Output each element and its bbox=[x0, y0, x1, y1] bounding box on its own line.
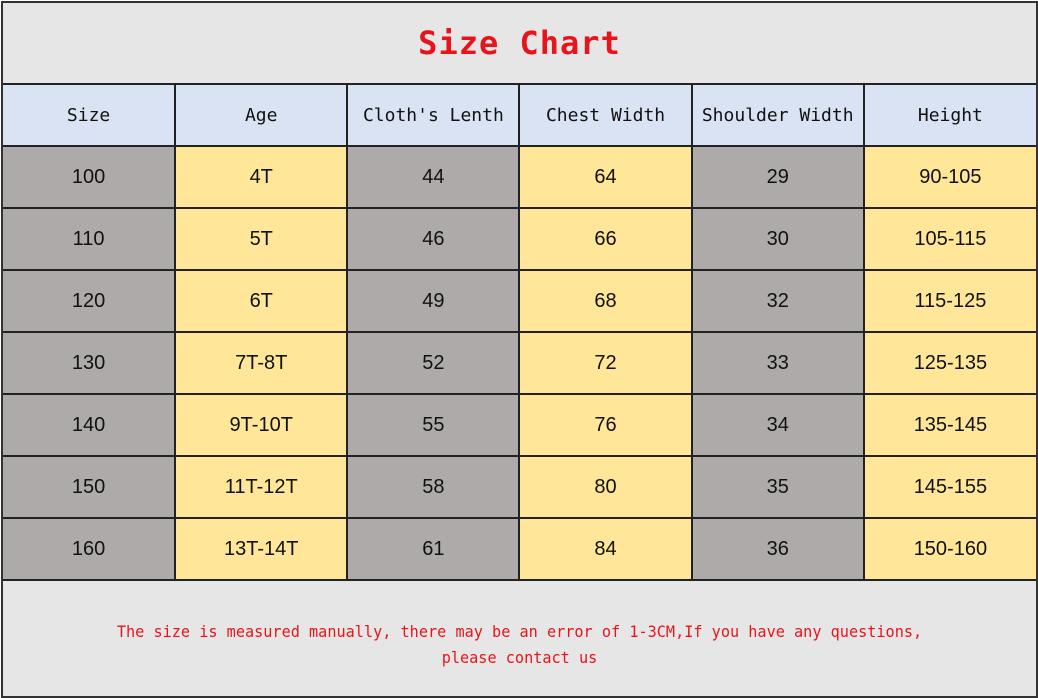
table-cell: 35 bbox=[690, 455, 865, 519]
measurement-note: The size is measured manually, there may… bbox=[29, 593, 1010, 696]
table-cell: 7T-8T bbox=[174, 331, 349, 395]
size-table: Size Age Cloth's Lenth Chest Width Shoulder … bbox=[3, 83, 1036, 581]
table-cell: 72 bbox=[518, 331, 693, 395]
table-cell: 140 bbox=[3, 393, 177, 457]
chart-title: Size Chart bbox=[418, 24, 621, 62]
column-header: Size bbox=[3, 83, 177, 147]
table-cell: 6T bbox=[174, 269, 349, 333]
table-cell: 76 bbox=[518, 393, 693, 457]
table-cell: 135-145 bbox=[862, 393, 1036, 457]
table-cell: 9T-10T bbox=[174, 393, 349, 457]
table-cell: 150 bbox=[3, 455, 177, 519]
column-header: Height bbox=[862, 83, 1036, 147]
table-row: 150 11T-12T 58 80 35 145-155 bbox=[3, 455, 1036, 519]
table-cell: 84 bbox=[518, 517, 693, 581]
table-cell: 105-115 bbox=[862, 207, 1036, 271]
column-header: Shoulder Width bbox=[690, 83, 865, 147]
column-header: Age bbox=[174, 83, 349, 147]
table-cell: 11T-12T bbox=[174, 455, 349, 519]
table-cell: 4T bbox=[174, 145, 349, 209]
table-cell: 34 bbox=[690, 393, 865, 457]
table-cell: 61 bbox=[346, 517, 521, 581]
table-cell: 68 bbox=[518, 269, 693, 333]
table-row: 110 5T 46 66 30 105-115 bbox=[3, 207, 1036, 271]
note-line: The size is measured manually, there may… bbox=[116, 621, 923, 641]
table-cell: 33 bbox=[690, 331, 865, 395]
table-cell: 150-160 bbox=[862, 517, 1036, 581]
table-row: 130 7T-8T 52 72 33 125-135 bbox=[3, 331, 1036, 395]
table-cell: 66 bbox=[518, 207, 693, 271]
column-header: Cloth's Lenth bbox=[346, 83, 521, 147]
table-row: 100 4T 44 64 29 90-105 bbox=[3, 145, 1036, 209]
table-cell: 55 bbox=[346, 393, 521, 457]
table-cell: 130 bbox=[3, 331, 177, 395]
table-cell: 13T-14T bbox=[174, 517, 349, 581]
table-cell: 32 bbox=[690, 269, 865, 333]
table-cell: 115-125 bbox=[862, 269, 1036, 333]
table-cell: 5T bbox=[174, 207, 349, 271]
table-cell: 145-155 bbox=[862, 455, 1036, 519]
header-row: Size Age Cloth's Lenth Chest Width Shoulder … bbox=[3, 83, 1036, 147]
table-cell: 44 bbox=[346, 145, 521, 209]
table-cell: 58 bbox=[346, 455, 521, 519]
table-cell: 36 bbox=[690, 517, 865, 581]
table-cell: 80 bbox=[518, 455, 693, 519]
table-cell: 120 bbox=[3, 269, 177, 333]
table-cell: 160 bbox=[3, 517, 177, 581]
table-row: 120 6T 49 68 32 115-125 bbox=[3, 269, 1036, 333]
table-row: 140 9T-10T 55 76 34 135-145 bbox=[3, 393, 1036, 457]
table-cell: 29 bbox=[690, 145, 865, 209]
column-header: Chest Width bbox=[518, 83, 693, 147]
table-cell: 100 bbox=[3, 145, 177, 209]
table-cell: 49 bbox=[346, 269, 521, 333]
table-cell: 90-105 bbox=[862, 145, 1036, 209]
table-row: 160 13T-14T 61 84 36 150-160 bbox=[3, 517, 1036, 581]
note-line: please contact us bbox=[441, 647, 598, 667]
table-cell: 64 bbox=[518, 145, 693, 209]
table-cell: 125-135 bbox=[862, 331, 1036, 395]
table-cell: 30 bbox=[690, 207, 865, 271]
table-cell: 46 bbox=[346, 207, 521, 271]
table-cell: 110 bbox=[3, 207, 177, 271]
table-cell: 52 bbox=[346, 331, 521, 395]
